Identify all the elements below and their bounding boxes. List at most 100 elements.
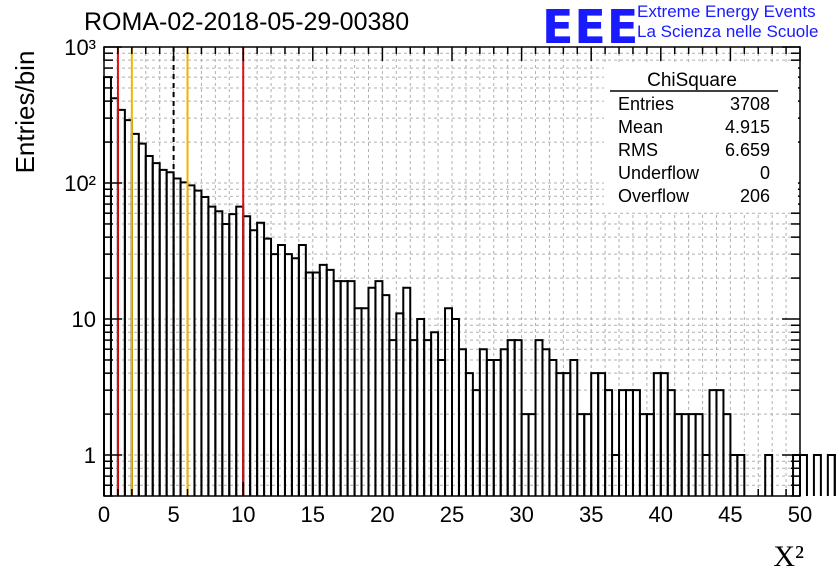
stats-label: RMS (618, 140, 658, 160)
histogram-bin (277, 244, 286, 496)
histogram-bin (304, 271, 314, 496)
histogram-bin (736, 454, 746, 496)
reference-lines (116, 47, 245, 496)
stats-value: 0 (760, 163, 770, 183)
histogram-bin (130, 132, 140, 496)
histogram-bin (346, 280, 356, 496)
histogram-bin (332, 280, 342, 496)
histogram-bin (485, 358, 495, 496)
histogram-bin (339, 280, 349, 496)
histogram-bin (625, 389, 634, 496)
y-tick-label: 10² (64, 171, 96, 196)
histogram-bin (103, 76, 112, 496)
histogram-bin (457, 348, 467, 496)
histogram-bin (666, 389, 676, 496)
histogram-bin (451, 318, 460, 496)
stats-value: 3708 (730, 94, 770, 114)
histogram-bin (764, 454, 774, 496)
histogram-bin (228, 213, 238, 496)
histogram-bin (506, 339, 516, 496)
histogram-bin (548, 358, 558, 496)
histogram-bin (812, 454, 822, 496)
eee-logo: EEE (542, 0, 640, 54)
histogram-bin (144, 154, 154, 496)
stats-label: Overflow (618, 186, 690, 206)
histogram-bin (604, 389, 614, 496)
histogram-bin (499, 348, 509, 496)
histogram-bin (833, 454, 836, 496)
histogram-bin (492, 358, 502, 496)
histogram-bin (437, 358, 447, 496)
histogram-bin (290, 257, 300, 496)
x-axis-label: X² (773, 540, 804, 572)
x-axis: 0 5 10 15 20 25 30 35 40 45 50 (98, 47, 812, 527)
histogram-bin (249, 229, 259, 496)
histogram-bin (423, 339, 433, 496)
histogram-bin (597, 372, 607, 496)
histogram-bin (715, 389, 725, 496)
x-tick-label: 45 (718, 502, 742, 527)
stats-value: 206 (740, 186, 770, 206)
histogram-bin (659, 372, 669, 496)
histogram-bin (116, 108, 126, 496)
histogram-series (103, 76, 836, 496)
histogram-bin (179, 181, 189, 496)
histogram-bin (569, 358, 579, 496)
x-tick-label: 5 (167, 502, 179, 527)
histogram-bin (555, 372, 565, 496)
logo-subtitle-line2: La Scienza nelle Scuole (637, 22, 819, 41)
y-axis-label: Entries/bin (10, 51, 40, 174)
stats-label: Mean (618, 117, 663, 137)
histogram-bin (193, 189, 203, 496)
histogram-bin (708, 389, 718, 496)
x-tick-label: 30 (509, 502, 533, 527)
histogram-bin (799, 454, 808, 496)
histogram-bin (464, 372, 474, 496)
histogram-bin (311, 271, 321, 496)
x-tick-label: 20 (370, 502, 394, 527)
histogram-bin (297, 244, 307, 496)
histogram-bin (283, 253, 293, 496)
histogram-bin (562, 372, 572, 496)
histogram-bin (165, 171, 175, 496)
histogram-bin (207, 205, 217, 496)
histogram-bin (242, 215, 252, 496)
histogram-bin (826, 454, 836, 496)
histogram-bin (652, 372, 662, 496)
histogram-bin (409, 339, 419, 496)
histogram-bin (631, 389, 641, 496)
stats-box: ChiSquare Entries 3708 Mean 4.915 RMS 6.659 Un… (604, 62, 798, 212)
histogram-bin (541, 348, 551, 496)
histogram-bin (158, 168, 168, 496)
stats-value: 4.915 (725, 117, 770, 137)
histogram-bin (478, 348, 488, 496)
histogram-bin (186, 184, 196, 496)
histogram-bin (325, 268, 335, 496)
logo-subtitle-line1: Extreme Energy Events (637, 2, 816, 21)
stats-label: Underflow (618, 163, 700, 183)
y-tick-label: 1 (84, 443, 96, 468)
run-title: ROMA-02-2018-05-29-00380 (84, 8, 410, 36)
histogram-bin (416, 318, 426, 496)
histogram-bin (534, 339, 544, 496)
histogram-bin (235, 205, 245, 496)
histogram-bin (471, 389, 481, 496)
stats-value: 6.659 (725, 140, 770, 160)
x-tick-label: 40 (649, 502, 673, 527)
x-tick-label: 25 (440, 502, 464, 527)
histogram-bin (200, 195, 210, 496)
y-tick-label: 10 (72, 307, 96, 332)
x-tick-label: 35 (579, 502, 603, 527)
histogram-bin (388, 339, 398, 496)
y-tick-label: 10³ (64, 35, 96, 60)
histogram-bin (513, 339, 523, 496)
x-tick-label: 10 (231, 502, 255, 527)
x-tick-label: 15 (301, 502, 325, 527)
x-tick-label: 0 (98, 502, 110, 527)
histogram-bin (590, 372, 600, 496)
histogram-bin (618, 389, 627, 496)
histogram-bin (374, 280, 384, 496)
stats-label: Entries (618, 94, 674, 114)
stats-title: ChiSquare (647, 70, 737, 91)
